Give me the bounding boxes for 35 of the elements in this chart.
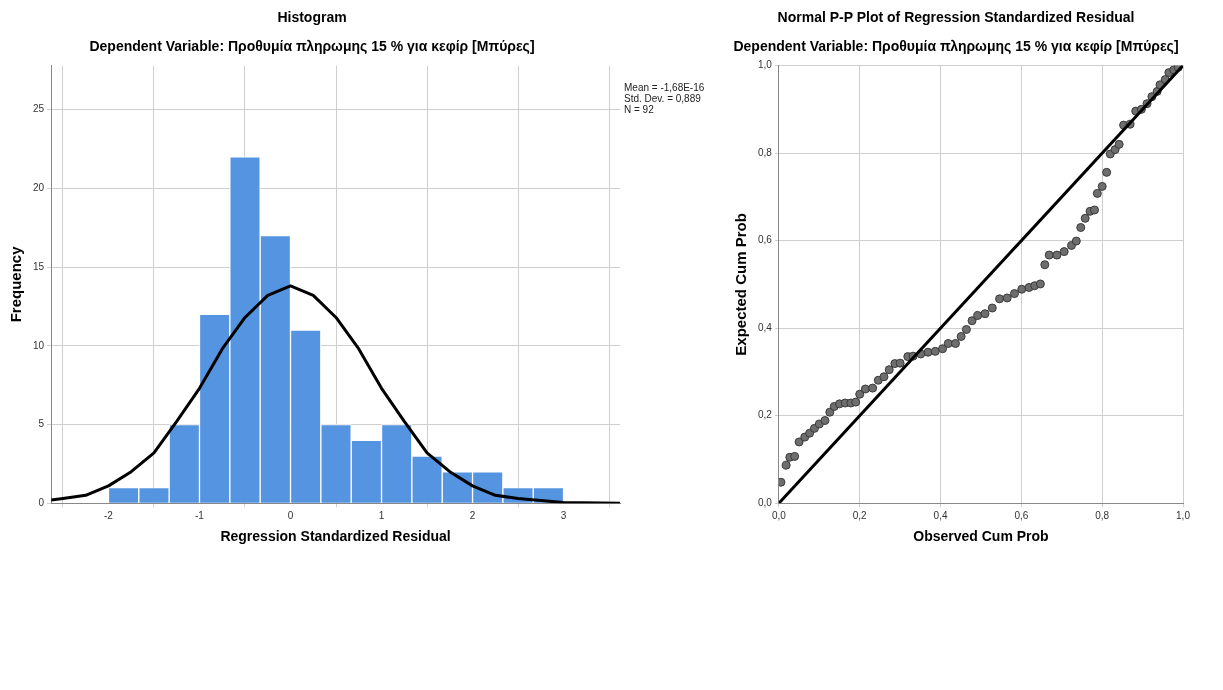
- chart-title: Normal P-P Plot of Regression Standardized Residual: [777, 9, 1135, 26]
- y-tick-label: 0: [38, 496, 45, 508]
- x-tick-label: 2: [469, 509, 476, 521]
- chart-title: Histogram: [277, 9, 347, 26]
- y-tick-label: 1,0: [758, 59, 773, 71]
- text: N = 92: [624, 104, 655, 116]
- x-tick-label: 1,0: [1176, 509, 1191, 521]
- y-tick-label: 0,2: [758, 409, 773, 421]
- x-tick-label: 0,4: [933, 509, 948, 521]
- x-tick-label: 0,6: [1014, 509, 1029, 521]
- x-tick-label: 0,0: [771, 509, 787, 521]
- y-axis-title: Frequency: [7, 245, 25, 323]
- y-tick-label: 0,4: [758, 321, 773, 333]
- text: Std. Dev. = 0,889: [624, 93, 702, 105]
- x-axis-title: Regression Standardized Residual: [220, 528, 451, 545]
- x-tick-label: 1: [378, 509, 385, 521]
- chart-subtitle: Dependent Variable: Προθυμία πληρωμης 15 % για κεφίρ [Μπύρες]: [733, 38, 1179, 55]
- x-tick-label: 3: [560, 509, 567, 521]
- y-tick-label: 15: [33, 260, 45, 272]
- text: Mean = -1,68E-16: [624, 82, 705, 94]
- y-tick-label: 5: [38, 418, 45, 430]
- y-tick-label: 0,6: [758, 234, 773, 246]
- y-tick-label: 20: [33, 182, 45, 194]
- x-tick-label: -2: [104, 509, 114, 521]
- y-tick-label: 25: [33, 103, 45, 115]
- x-tick-label: 0: [287, 509, 294, 521]
- chart-subtitle: Dependent Variable: Προθυμία πληρωμης 15 % για κεφίρ [Μπύρες]: [89, 38, 535, 55]
- y-tick-label: 0,8: [758, 146, 773, 158]
- x-tick-label: 0,8: [1095, 509, 1110, 521]
- y-axis-title: Expected Cum Prob: [732, 213, 750, 356]
- y-tick-label: 0,0: [758, 496, 773, 508]
- x-tick-label: -1: [195, 509, 205, 521]
- y-tick-label: 10: [33, 339, 45, 351]
- x-axis-title: Observed Cum Prob: [913, 528, 1049, 545]
- x-tick-label: 0,2: [852, 509, 868, 521]
